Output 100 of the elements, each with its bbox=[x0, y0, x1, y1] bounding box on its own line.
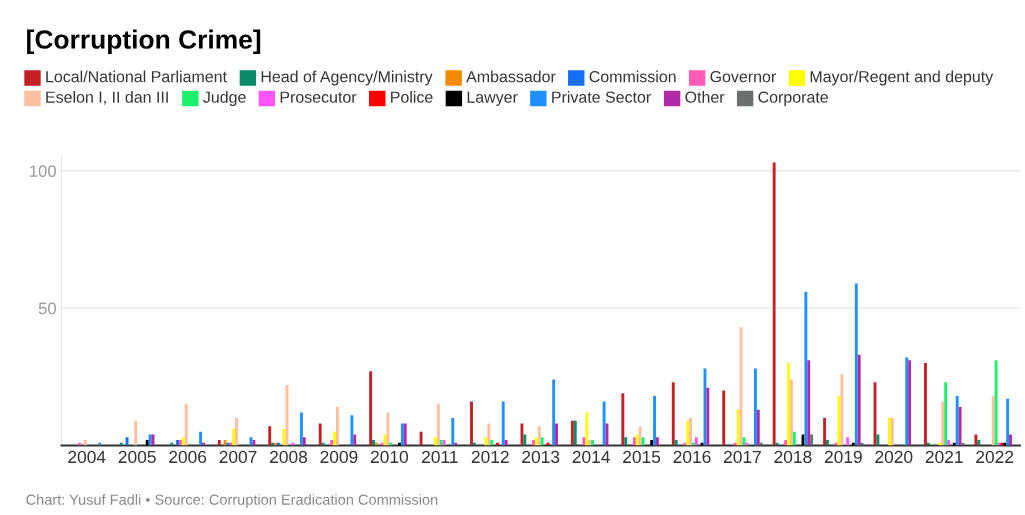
bar bbox=[490, 439, 494, 446]
bar bbox=[523, 434, 527, 446]
bar bbox=[333, 431, 337, 446]
bar bbox=[840, 374, 844, 446]
bar bbox=[991, 396, 995, 446]
y-tick-label: 50 bbox=[38, 302, 56, 315]
bar bbox=[487, 423, 491, 446]
bar bbox=[792, 431, 796, 446]
x-tick-label: 2014 bbox=[572, 450, 610, 464]
bar bbox=[807, 360, 811, 446]
bar bbox=[369, 371, 373, 446]
bar bbox=[540, 437, 544, 446]
bar bbox=[302, 437, 306, 446]
bar bbox=[134, 420, 138, 446]
bar bbox=[947, 439, 950, 446]
bar bbox=[694, 437, 698, 446]
bar bbox=[854, 283, 858, 446]
legend-label: Eselon I, II dan III bbox=[46, 91, 168, 105]
bar bbox=[736, 409, 740, 446]
bar bbox=[602, 401, 606, 446]
x-tick-label: 2016 bbox=[673, 450, 711, 464]
x-tick-label: 2011 bbox=[422, 450, 458, 464]
legend-label: Lawyer bbox=[467, 91, 518, 106]
bar bbox=[941, 401, 945, 446]
bar bbox=[787, 363, 791, 446]
legend-label: Police bbox=[391, 91, 433, 103]
x-tick-label: 2005 bbox=[118, 450, 156, 464]
bar bbox=[772, 162, 776, 446]
bar bbox=[386, 412, 390, 446]
bar bbox=[83, 439, 87, 446]
bar bbox=[232, 429, 236, 446]
x-tick-label: 2015 bbox=[623, 450, 661, 464]
bar bbox=[742, 437, 746, 446]
bar bbox=[125, 437, 129, 446]
x-tick-label: 2013 bbox=[522, 450, 560, 464]
bar bbox=[318, 423, 322, 446]
bar bbox=[282, 429, 286, 446]
text: Chart: Yusuf Fadli • Source: Corruption Eradication Commission bbox=[26, 494, 438, 508]
bar bbox=[419, 431, 423, 446]
bar bbox=[790, 379, 793, 446]
x-tick-label: 2020 bbox=[875, 450, 913, 464]
bar bbox=[555, 423, 558, 446]
bar bbox=[300, 412, 303, 446]
x-tick-label: 2008 bbox=[270, 450, 308, 464]
bar bbox=[823, 418, 827, 446]
bar bbox=[217, 439, 221, 446]
legend-label: Private Sector bbox=[552, 91, 651, 103]
bar bbox=[470, 401, 473, 446]
legend-label: Mayor/Regent and deputy bbox=[810, 70, 994, 86]
legend-label: Governor bbox=[710, 70, 776, 83]
x-tick-label: 2004 bbox=[68, 450, 106, 464]
bar bbox=[650, 439, 654, 446]
bar bbox=[924, 363, 927, 446]
x-tick-label: 2018 bbox=[774, 450, 812, 464]
legend-label: Other bbox=[685, 91, 725, 103]
bar bbox=[994, 360, 998, 446]
bar bbox=[235, 418, 239, 446]
x-tick-label: 2022 bbox=[976, 450, 1014, 464]
bar bbox=[336, 407, 339, 446]
x-tick-label: 2007 bbox=[219, 450, 257, 464]
legend-label: Ambassador bbox=[466, 70, 556, 83]
bar bbox=[810, 434, 814, 446]
x-tick-label: 2012 bbox=[471, 450, 509, 464]
bar bbox=[638, 426, 642, 446]
bar bbox=[944, 382, 948, 446]
bar bbox=[876, 434, 880, 446]
x-tick-label: 2009 bbox=[320, 450, 358, 464]
bar bbox=[958, 407, 962, 446]
bar bbox=[753, 368, 757, 446]
bar bbox=[504, 439, 508, 446]
bar bbox=[434, 437, 437, 446]
legend-label: Prosecutor bbox=[280, 91, 357, 103]
bar bbox=[974, 434, 978, 446]
bar bbox=[199, 431, 203, 446]
bar bbox=[621, 393, 625, 446]
bar bbox=[674, 439, 678, 446]
bar bbox=[537, 426, 541, 446]
bar bbox=[624, 437, 628, 446]
bar bbox=[955, 396, 959, 446]
bar bbox=[784, 439, 788, 446]
bar bbox=[977, 439, 981, 446]
bar bbox=[671, 382, 675, 446]
bar bbox=[706, 387, 710, 446]
legend-label: Corporate bbox=[758, 91, 828, 106]
bar bbox=[145, 439, 149, 446]
chart-title: [Corruption Crime] bbox=[27, 29, 261, 55]
bar bbox=[756, 409, 760, 446]
bar bbox=[350, 415, 354, 446]
bar bbox=[353, 434, 357, 446]
bar bbox=[501, 401, 505, 446]
bar bbox=[826, 439, 829, 446]
x-tick-label: 2017 bbox=[724, 450, 761, 464]
bar bbox=[722, 390, 726, 446]
bar bbox=[552, 379, 556, 446]
x-tick-label: 2021 bbox=[925, 450, 963, 464]
bar bbox=[451, 418, 455, 446]
x-tick-label: 2010 bbox=[370, 450, 408, 464]
legend-label: Local/National Parliament bbox=[46, 70, 227, 83]
legend-label: Head of Agency/Ministry bbox=[261, 70, 433, 86]
y-tick-label: 100 bbox=[30, 165, 56, 178]
